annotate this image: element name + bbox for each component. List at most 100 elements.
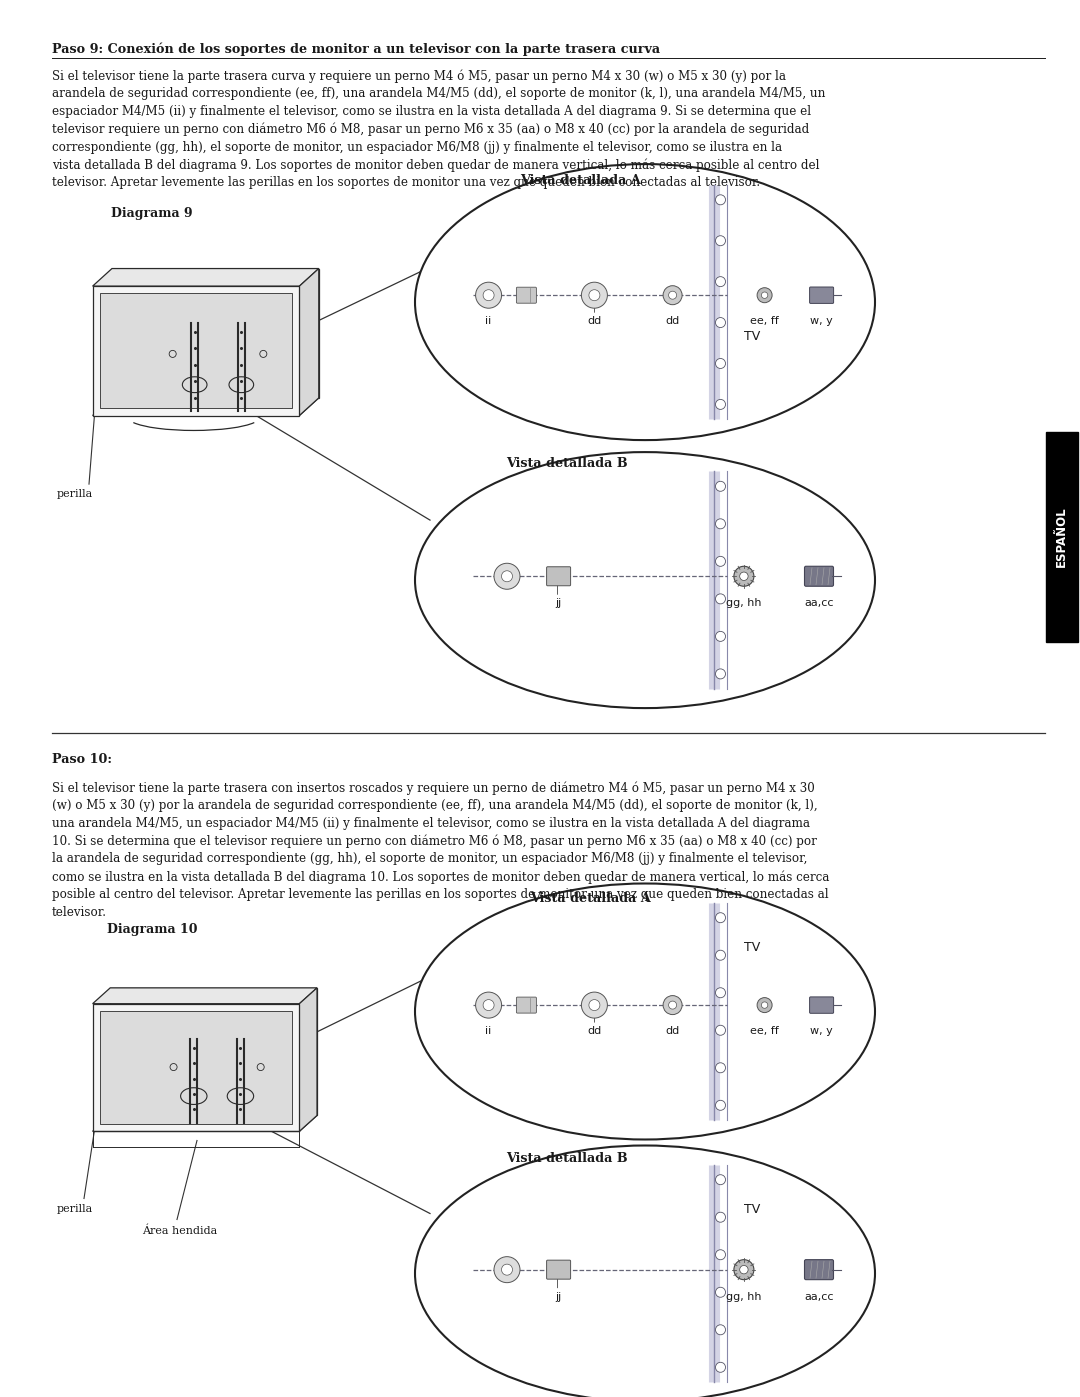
Text: dd: dd bbox=[665, 1027, 679, 1037]
Text: como se ilustra en la vista detallada B del diagrama 10. Los soportes de monitor: como se ilustra en la vista detallada B … bbox=[52, 870, 829, 883]
Polygon shape bbox=[299, 988, 318, 1132]
Text: Paso 10:: Paso 10: bbox=[52, 753, 112, 766]
Circle shape bbox=[589, 1000, 599, 1010]
Circle shape bbox=[716, 988, 726, 997]
Text: dd: dd bbox=[588, 1027, 602, 1037]
Circle shape bbox=[716, 482, 726, 492]
Circle shape bbox=[734, 1260, 754, 1280]
Polygon shape bbox=[99, 293, 293, 408]
Text: vista detallada B del diagrama 9. Los soportes de monitor deben quedar de manera: vista detallada B del diagrama 9. Los so… bbox=[52, 158, 820, 172]
FancyBboxPatch shape bbox=[516, 288, 537, 303]
Text: aa,cc: aa,cc bbox=[805, 1292, 834, 1302]
Text: una arandela M4/M5, un espaciador M4/M5 (ii) y finalmente el televisor, como se : una arandela M4/M5, un espaciador M4/M5 … bbox=[52, 817, 810, 830]
Circle shape bbox=[716, 669, 726, 679]
Text: w, y: w, y bbox=[810, 1027, 833, 1037]
Text: ee, ff: ee, ff bbox=[751, 1027, 779, 1037]
Circle shape bbox=[716, 1362, 726, 1372]
FancyBboxPatch shape bbox=[516, 997, 537, 1013]
Ellipse shape bbox=[415, 1146, 875, 1397]
Text: gg, hh: gg, hh bbox=[726, 598, 761, 608]
Bar bbox=[1045, 432, 1078, 643]
Circle shape bbox=[761, 292, 768, 299]
Text: dd: dd bbox=[665, 316, 679, 327]
Circle shape bbox=[716, 1101, 726, 1111]
Text: Vista detallada A: Vista detallada A bbox=[519, 175, 640, 187]
Text: espaciador M4/M5 (ii) y finalmente el televisor, como se ilustra en la vista det: espaciador M4/M5 (ii) y finalmente el te… bbox=[52, 105, 811, 119]
Text: televisor. Apretar levemente las perillas en los soportes de monitor una vez que: televisor. Apretar levemente las perilla… bbox=[52, 176, 760, 190]
Text: TV: TV bbox=[744, 1203, 760, 1217]
FancyBboxPatch shape bbox=[546, 567, 570, 585]
Text: la arandela de seguridad correspondiente (gg, hh), el soporte de monitor, un esp: la arandela de seguridad correspondiente… bbox=[52, 852, 808, 865]
Circle shape bbox=[501, 1264, 513, 1275]
Circle shape bbox=[581, 282, 607, 309]
Polygon shape bbox=[93, 398, 319, 415]
Circle shape bbox=[716, 1324, 726, 1334]
Text: jj: jj bbox=[555, 598, 562, 608]
Text: perilla: perilla bbox=[57, 1203, 93, 1214]
Text: (w) o M5 x 30 (y) por la arandela de seguridad correspondiente (ee, ff), una ara: (w) o M5 x 30 (y) por la arandela de seg… bbox=[52, 799, 818, 812]
FancyBboxPatch shape bbox=[810, 997, 834, 1013]
Circle shape bbox=[716, 1025, 726, 1035]
Circle shape bbox=[740, 571, 748, 581]
Text: TV: TV bbox=[744, 942, 760, 954]
FancyBboxPatch shape bbox=[810, 286, 834, 303]
Text: TV: TV bbox=[744, 330, 760, 344]
Text: ee, ff: ee, ff bbox=[751, 316, 779, 327]
Text: ii: ii bbox=[486, 1027, 491, 1037]
Circle shape bbox=[716, 631, 726, 641]
Polygon shape bbox=[110, 988, 318, 1115]
Circle shape bbox=[494, 563, 519, 590]
Text: gg, hh: gg, hh bbox=[726, 1292, 761, 1302]
Text: w, y: w, y bbox=[810, 316, 833, 327]
FancyBboxPatch shape bbox=[805, 566, 834, 587]
Circle shape bbox=[716, 359, 726, 369]
Text: ii: ii bbox=[486, 316, 491, 327]
Circle shape bbox=[716, 194, 726, 205]
Circle shape bbox=[669, 291, 676, 299]
Circle shape bbox=[716, 236, 726, 246]
Text: Diagrama 10: Diagrama 10 bbox=[107, 923, 198, 936]
Circle shape bbox=[501, 571, 513, 581]
Polygon shape bbox=[112, 268, 319, 398]
Circle shape bbox=[716, 277, 726, 286]
Text: posible al centro del televisor. Apretar levemente las perillas en los soportes : posible al centro del televisor. Apretar… bbox=[52, 888, 828, 901]
Circle shape bbox=[494, 1257, 519, 1282]
Circle shape bbox=[589, 289, 599, 300]
Circle shape bbox=[475, 282, 501, 309]
Ellipse shape bbox=[415, 453, 875, 708]
Text: 10. Si se determina que el televisor requiere un perno con diámetro M6 ó M8, pas: 10. Si se determina que el televisor req… bbox=[52, 834, 816, 848]
Circle shape bbox=[740, 1266, 748, 1274]
Text: jj: jj bbox=[555, 1292, 562, 1302]
FancyBboxPatch shape bbox=[546, 1260, 570, 1280]
Circle shape bbox=[716, 400, 726, 409]
Circle shape bbox=[716, 1213, 726, 1222]
Circle shape bbox=[716, 317, 726, 327]
Text: Paso 9: Conexión de los soportes de monitor a un televisor con la parte trasera : Paso 9: Conexión de los soportes de moni… bbox=[52, 42, 660, 56]
Polygon shape bbox=[93, 988, 318, 1003]
Text: televisor requiere un perno con diámetro M6 ó M8, pasar un perno M6 x 35 (aa) o : televisor requiere un perno con diámetro… bbox=[52, 123, 809, 137]
Circle shape bbox=[716, 518, 726, 529]
Text: Si el televisor tiene la parte trasera curva y requiere un perno M4 ó M5, pasar : Si el televisor tiene la parte trasera c… bbox=[52, 70, 786, 82]
Circle shape bbox=[483, 1000, 495, 1010]
Circle shape bbox=[716, 912, 726, 922]
Text: aa,cc: aa,cc bbox=[805, 598, 834, 608]
Polygon shape bbox=[93, 268, 319, 286]
Polygon shape bbox=[99, 1011, 293, 1125]
Polygon shape bbox=[93, 1115, 318, 1132]
Circle shape bbox=[581, 992, 607, 1018]
Polygon shape bbox=[299, 268, 319, 415]
Polygon shape bbox=[93, 1003, 299, 1132]
Circle shape bbox=[483, 289, 495, 300]
FancyBboxPatch shape bbox=[805, 1260, 834, 1280]
Circle shape bbox=[669, 1002, 676, 1009]
Text: televisor.: televisor. bbox=[52, 905, 107, 919]
Text: dd: dd bbox=[588, 316, 602, 327]
Circle shape bbox=[716, 1250, 726, 1260]
Circle shape bbox=[757, 288, 772, 303]
Text: Si el televisor tiene la parte trasera con insertos roscados y requiere un perno: Si el televisor tiene la parte trasera c… bbox=[52, 781, 814, 795]
Circle shape bbox=[663, 996, 683, 1014]
Circle shape bbox=[757, 997, 772, 1013]
Ellipse shape bbox=[415, 883, 875, 1140]
Ellipse shape bbox=[415, 163, 875, 440]
Circle shape bbox=[475, 992, 501, 1018]
